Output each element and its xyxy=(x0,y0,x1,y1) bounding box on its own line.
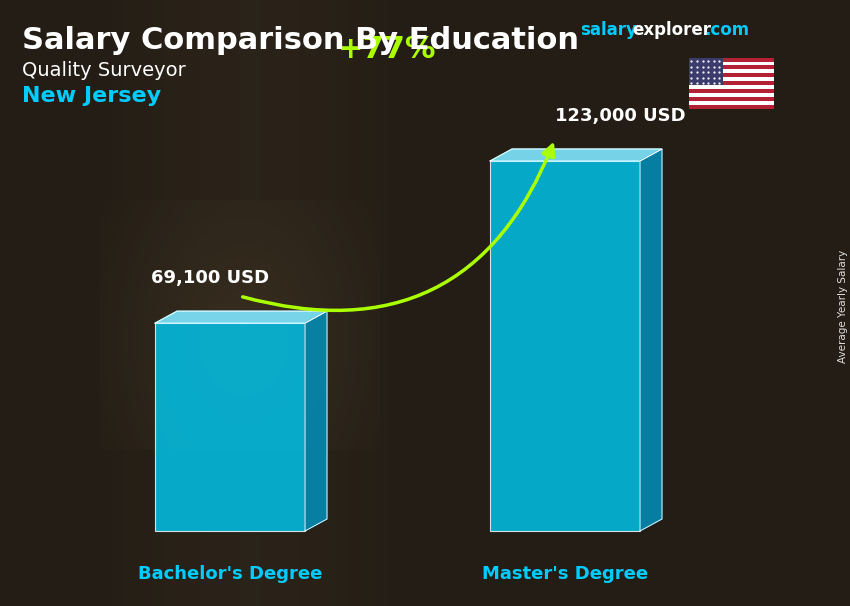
Text: Quality Surveyor: Quality Surveyor xyxy=(22,61,186,80)
Text: salary: salary xyxy=(580,21,637,39)
Text: .com: .com xyxy=(704,21,749,39)
Bar xyxy=(688,85,774,89)
Text: New Jersey: New Jersey xyxy=(22,86,162,106)
Text: 123,000 USD: 123,000 USD xyxy=(555,107,685,125)
Bar xyxy=(688,89,774,93)
Text: Master's Degree: Master's Degree xyxy=(482,565,648,583)
Text: +77%: +77% xyxy=(338,35,437,64)
Bar xyxy=(688,81,774,85)
Polygon shape xyxy=(490,149,662,161)
Bar xyxy=(688,62,774,65)
Text: Average Yearly Salary: Average Yearly Salary xyxy=(838,250,848,362)
FancyArrowPatch shape xyxy=(243,145,553,310)
Text: 69,100 USD: 69,100 USD xyxy=(151,269,269,287)
Bar xyxy=(688,105,774,109)
Bar xyxy=(490,161,640,531)
Bar xyxy=(688,70,774,73)
Polygon shape xyxy=(640,149,662,531)
Text: explorer: explorer xyxy=(632,21,711,39)
Bar xyxy=(688,58,722,85)
Polygon shape xyxy=(305,311,327,531)
Bar xyxy=(688,101,774,105)
Bar xyxy=(688,78,774,81)
Bar xyxy=(688,97,774,101)
Bar xyxy=(155,323,305,531)
Bar xyxy=(688,65,774,70)
Text: Bachelor's Degree: Bachelor's Degree xyxy=(138,565,322,583)
Polygon shape xyxy=(155,311,327,323)
Text: Salary Comparison By Education: Salary Comparison By Education xyxy=(22,26,579,55)
Bar xyxy=(688,58,774,62)
Bar xyxy=(688,73,774,78)
Bar xyxy=(688,93,774,97)
